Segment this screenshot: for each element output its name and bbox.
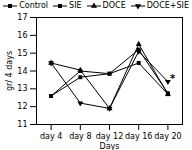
svg-text:day 4: day 4 [40,132,62,141]
svg-text:day 12: day 12 [96,132,123,141]
svg-text:day 20: day 20 [154,132,181,141]
svg-text:Days: Days [100,142,120,150]
svg-text:11: 11 [17,120,27,129]
html-text:DOCE+SIE: DOCE+SIE [146,1,189,10]
svg-text:12: 12 [17,102,27,111]
svg-text:*: * [170,73,176,84]
html-text:SIE: SIE [69,1,82,10]
svg-text:gr/ 4 days: gr/ 4 days [5,51,14,91]
svg-text:15: 15 [17,49,27,58]
html-text:Control: Control [19,1,49,10]
html-text:DOCE: DOCE [102,1,126,10]
svg-text:17: 17 [17,13,27,22]
svg-text:day 16: day 16 [125,132,152,141]
svg-text:16: 16 [17,31,27,40]
svg-text:14: 14 [17,67,27,76]
svg-text:day 8: day 8 [69,132,91,141]
svg-text:13: 13 [17,84,27,93]
